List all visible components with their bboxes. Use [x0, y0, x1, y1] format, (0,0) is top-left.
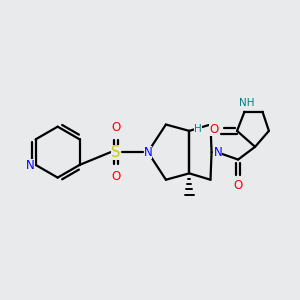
Text: H: H	[194, 124, 202, 134]
Text: O: O	[209, 123, 218, 136]
Text: N: N	[214, 146, 222, 159]
Text: O: O	[111, 121, 121, 134]
Text: S: S	[111, 145, 121, 160]
Text: NH: NH	[239, 98, 254, 108]
Text: O: O	[233, 178, 243, 191]
Text: N: N	[143, 146, 152, 159]
Text: O: O	[111, 170, 121, 183]
Text: N: N	[26, 159, 35, 172]
